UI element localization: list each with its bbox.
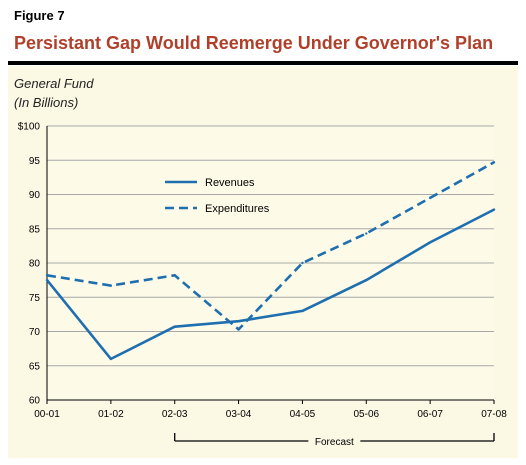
data-point-expenditures bbox=[109, 284, 113, 287]
data-point-revenues bbox=[301, 309, 304, 313]
data-point-expenditures bbox=[301, 261, 304, 265]
series-line-revenues bbox=[45, 208, 495, 361]
forecast-annotation: Forecast bbox=[174, 433, 495, 448]
y-axis-label-line-2: (In Billions) bbox=[14, 95, 79, 110]
y-tick-label: 90 bbox=[29, 190, 41, 201]
x-tick-label: 03-04 bbox=[226, 409, 252, 420]
x-tick-label: 02-03 bbox=[162, 409, 188, 420]
legend-label-revenues: Revenues bbox=[205, 177, 255, 189]
figure-label: Figure 7 bbox=[14, 8, 65, 23]
x-tick-label: 07-08 bbox=[481, 409, 507, 420]
y-tick-labels: 60 65 70 75 80 85 90 95 $100 bbox=[18, 122, 41, 407]
x-tick-label: 05-06 bbox=[353, 409, 379, 420]
x-tick-label: 01-02 bbox=[98, 409, 124, 420]
data-point-expenditures bbox=[492, 161, 496, 164]
axes bbox=[46, 126, 495, 404]
data-point-expenditures bbox=[428, 196, 432, 200]
legend: Revenues Expenditures bbox=[165, 177, 270, 215]
y-tick-label: $100 bbox=[18, 122, 41, 133]
data-point-expenditures bbox=[173, 274, 176, 277]
y-tick-label: 85 bbox=[29, 224, 41, 235]
legend-label-expenditures: Expenditures bbox=[205, 203, 270, 215]
x-tick-labels: 00-01 01-02 02-03 03-04 04-05 05-06 06-07 07-08 bbox=[34, 409, 507, 420]
series-line-expenditures bbox=[46, 161, 495, 331]
data-point-expenditures bbox=[237, 328, 240, 331]
y-tick-label: 60 bbox=[29, 396, 41, 407]
figure-title: Persistant Gap Would Reemerge Under Gove… bbox=[14, 33, 494, 53]
x-tick-label: 06-07 bbox=[417, 409, 443, 420]
title-rule bbox=[8, 61, 518, 65]
data-point-revenues bbox=[492, 208, 496, 211]
y-tick-label: 75 bbox=[29, 293, 41, 304]
y-tick-label: 95 bbox=[29, 156, 41, 167]
y-tick-label: 65 bbox=[29, 361, 41, 372]
forecast-label: Forecast bbox=[315, 437, 354, 448]
y-axis-label: General Fund (In Billions) bbox=[14, 74, 94, 112]
data-point-revenues bbox=[109, 357, 113, 361]
data-point-revenues bbox=[237, 320, 240, 323]
data-point-revenues bbox=[365, 278, 368, 282]
data-point-expenditures bbox=[365, 232, 368, 235]
data-point-revenues bbox=[45, 278, 49, 282]
x-tick-label: 00-01 bbox=[34, 409, 60, 420]
x-tick-label: 04-05 bbox=[290, 409, 316, 420]
data-point-expenditures bbox=[45, 274, 49, 277]
y-tick-label: 80 bbox=[29, 259, 41, 270]
data-point-revenues bbox=[428, 241, 432, 244]
y-tick-label: 70 bbox=[29, 327, 41, 338]
series-lines bbox=[45, 161, 496, 361]
y-axis-label-line-1: General Fund bbox=[14, 76, 94, 91]
data-point-revenues bbox=[173, 325, 176, 328]
